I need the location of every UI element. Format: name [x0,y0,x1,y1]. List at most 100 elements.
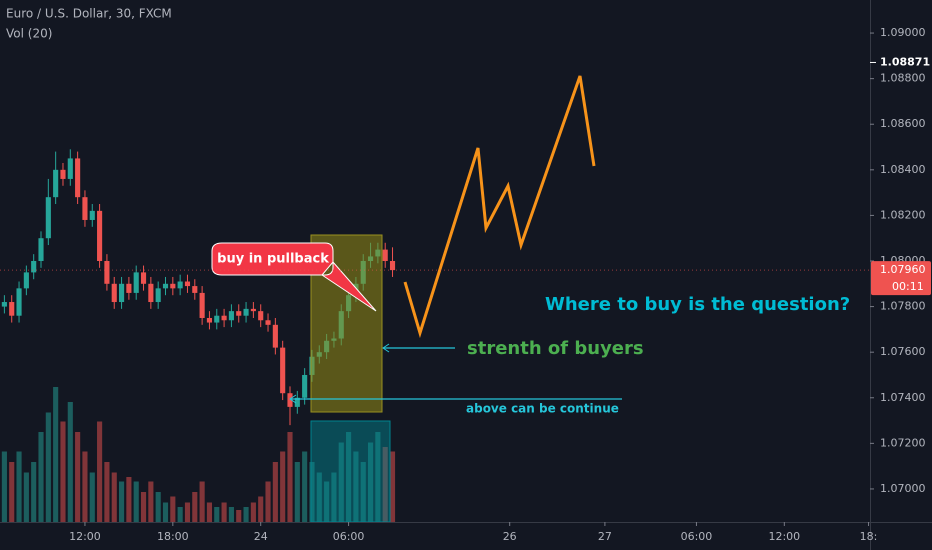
candle-body [170,283,176,289]
volume-bar [184,502,191,522]
x-tick-label: 12:00 [768,530,800,543]
y-tick-label: 1.08400 [880,163,926,176]
volume-bar [389,451,396,522]
volume-bar [236,510,242,522]
candle-body [67,158,73,179]
volume-bar [309,462,315,522]
volume-bar [162,502,169,522]
candle-body [9,302,15,316]
volume-bar [38,432,44,522]
volume-bar [294,462,300,522]
y-tick-label: 1.07600 [880,345,926,358]
volume-bar [89,472,95,522]
volume-bar [133,481,139,522]
volume-bar [302,451,308,522]
x-tick-label: 26 [503,530,517,543]
volume-title: Vol (20) [6,27,52,41]
candle-body [206,317,213,323]
x-tick-label: 06:00 [333,530,365,543]
volume-bar [375,432,381,522]
candle-body [177,281,183,289]
volume-bar [140,492,147,522]
volume-bar [148,481,154,522]
volume-bar [199,481,205,522]
last-price-box [871,261,931,296]
last-price-label: 1.07960 [880,263,926,276]
candle-body [82,197,88,220]
volume-bar [53,387,59,522]
volume-bar [31,462,37,522]
candle-body [45,197,51,239]
candle-body [75,158,81,198]
volume-bar [60,421,66,522]
volume-bar [338,442,344,522]
candle-body [302,374,308,398]
volume-bar [75,432,81,522]
candle-body [272,324,278,348]
continue-text: above can be continue [466,402,619,416]
candle-body [104,261,110,284]
x-tick-label: 18:00 [157,530,189,543]
volume-bar [382,447,388,522]
volume-bar [367,442,374,522]
volume-bar [9,462,15,522]
volume-bar [1,451,7,522]
volume-bar [82,451,88,522]
candle-body [1,302,7,307]
y-tick-label: 1.08600 [880,117,926,130]
volume-bar [170,496,176,522]
candle-body [97,210,103,261]
y-tick-label: 1.08800 [880,72,926,85]
volume-bar [119,481,125,522]
candle-body [16,288,22,316]
candle-body [38,238,44,261]
y-tick-label: 1.07000 [880,482,926,495]
candle-body [236,311,242,316]
candle-body [221,315,227,321]
volume-bar [104,462,110,522]
countdown-label: 00:11 [892,280,924,293]
candle-body [250,308,256,312]
candle-body [31,261,37,273]
volume-bar [360,462,366,522]
x-tick-label: 06:00 [681,530,713,543]
volume-bar [280,451,286,522]
volume-bar [243,507,249,522]
projection-path [403,75,596,339]
volume-box [310,420,391,523]
y-tick-label: 1.08200 [880,208,926,221]
y-tick-label: 1.07800 [880,300,926,313]
candle-body [258,311,264,321]
volume-bar [214,507,220,522]
candle-body [140,272,147,284]
volume-bar [258,496,264,522]
volume-bar [67,402,73,522]
candle-body [294,397,300,407]
candle-body [243,308,249,316]
candle-body [155,288,161,303]
volume-bar [287,432,293,522]
callout [211,242,377,312]
x-tick-label: 12:00 [69,530,101,543]
candle-body [119,283,125,303]
candle-body [280,347,286,394]
arrow-head [382,343,390,353]
volume-bar [97,421,103,522]
candle-body [23,272,29,289]
volume-bar [192,492,198,522]
volume-bar [228,507,234,522]
arrow-head [289,394,297,404]
candle-body [265,320,271,325]
question-text: Where to buy is the question? [545,294,850,315]
volume-bar [346,432,352,522]
candle-body [89,210,95,220]
volume-bar [272,462,278,522]
volume-bar [126,477,132,522]
x-tick-label: 18: [860,530,878,543]
candle-body [192,286,198,293]
y-tick-label: 1.07400 [880,391,926,404]
volume-bar [206,502,213,522]
volume-bar [250,502,256,522]
